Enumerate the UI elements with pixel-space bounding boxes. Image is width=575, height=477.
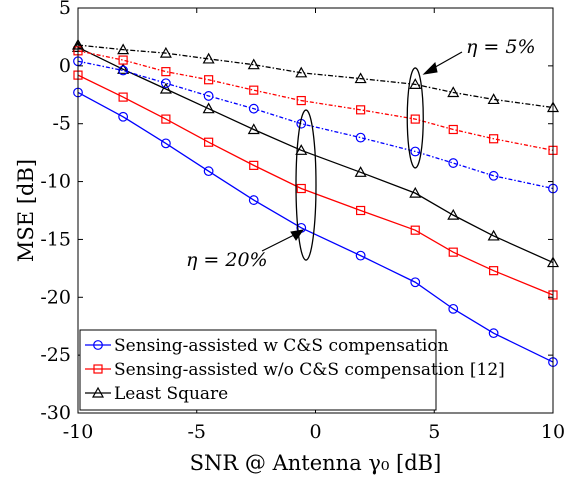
data-point-eta5-3-4 [248,103,259,114]
data-point-eta20-2-7 [409,186,422,198]
x-tick-label: -10 [63,421,94,443]
y-tick-label: -30 [40,402,71,424]
series-line-eta20-2 [77,46,554,264]
x-tick-label: -5 [187,421,206,443]
data-point-eta20-2-6 [354,166,367,177]
y-tick-label: -20 [40,286,71,308]
data-point-eta5-4-1 [118,55,128,65]
data-point-eta20-2-8 [447,208,460,220]
series-line-eta5-4 [77,50,554,151]
arrowhead-eta5 [422,62,438,75]
data-point-eta5-3-7 [410,146,421,157]
axes: -10 -5 0 5 10 5 0 -5 -10 -15 -20 -25 -30 SNR @ Antenn… [14,0,565,475]
data-point-eta20-1-6 [356,205,366,216]
annotations: η = 5% η = 20% [186,36,536,271]
data-point-eta20-1-4 [249,160,259,170]
data-point-eta5-4-9 [489,134,499,144]
data-point-eta20-0-8 [448,303,459,314]
legend-label-2: Least Square [114,384,228,404]
y-tick-label: -25 [40,344,71,366]
data-point-eta20-1-3 [204,137,214,147]
data-point-eta5-5-6 [354,72,367,84]
legend-marker-1 [93,364,103,374]
data-point-eta20-1-9 [489,266,499,276]
y-tick-label: -5 [52,113,71,135]
data-point-eta5-5-8 [447,86,460,98]
data-point-eta20-0-9 [488,328,499,339]
data-point-eta5-4-8 [448,124,458,135]
series-line-eta5-5 [77,44,554,109]
x-tick-label: 5 [428,421,440,443]
data-point-eta20-1-7 [410,225,420,235]
legend-marker-2 [91,386,105,398]
data-point-eta20-2-4 [247,123,260,135]
data-point-eta20-0-2 [160,138,171,149]
data-point-eta5-5-1 [117,43,130,55]
data-point-eta5-5-9 [487,93,500,105]
series-line-eta20-1 [77,74,554,296]
x-tick-label: 0 [309,421,321,443]
data-point-eta5-5-7 [409,78,422,89]
annotation-arrow-eta20 [261,233,297,252]
legend-box [79,329,437,411]
data-point-eta5-5-5 [295,66,308,78]
data-point-eta20-2-3 [202,102,215,114]
data-point-eta5-4-6 [356,105,366,115]
data-point-eta5-5-3 [202,52,215,64]
data-point-eta20-2-9 [487,229,500,241]
y-tick-label: 0 [59,55,71,77]
data-point-eta5-3-8 [448,158,459,168]
data-point-eta5-4-7 [410,114,420,124]
x-axis-label: SNR @ Antenna γ₀ [dB] [190,451,442,475]
data-point-eta20-0-6 [355,250,366,261]
legend-label-1: Sensing-assisted w/o C&S compensation [1… [114,360,505,380]
x-tick-label: 10 [541,421,565,443]
data-point-eta20-1-8 [448,247,458,257]
data-point-eta5-4-2 [161,67,171,77]
group-ellipse-eta20 [295,109,317,261]
legend-marker-0 [93,340,103,350]
y-tick-label: -10 [40,171,71,193]
y-axis-label: MSE [dB] [14,159,38,262]
data-point-eta20-2-5 [295,144,308,155]
data-point-eta20-1-2 [161,114,171,124]
group-ellipse-eta5 [406,67,424,169]
y-tick-label: 5 [59,0,71,19]
legend-label-0: Sensing-assisted w C&S compensation [114,336,449,356]
data-point-eta5-3-3 [203,91,214,101]
data-point-eta5-3-1 [118,65,129,76]
series-line-eta5-3 [77,60,554,190]
arrowhead-eta20 [290,229,305,241]
data-point-eta20-0-1 [118,111,129,122]
data-point-eta20-0-7 [410,277,421,288]
data-point-eta20-1-5 [296,183,306,194]
legend: Sensing-assisted w C&S compensation Sensi… [79,329,505,411]
data-point-eta20-1-1 [118,92,128,102]
annotation-eta20: η = 20% [186,249,268,271]
plot-area [71,38,560,367]
data-point-eta5-5-4 [247,58,260,70]
series-line-eta20-0 [77,91,554,363]
data-point-eta5-4-5 [296,95,306,106]
data-point-eta5-5-2 [159,46,172,58]
data-point-eta5-3-9 [488,170,499,181]
y-tick-label: -15 [40,228,71,250]
data-point-eta5-4-3 [204,75,214,85]
data-point-eta20-2-2 [159,82,172,94]
data-point-eta5-3-2 [160,78,171,89]
data-point-eta20-0-4 [248,195,259,205]
data-point-eta20-2-1 [117,63,130,74]
annotation-eta5: η = 5% [466,36,536,58]
data-point-eta5-3-6 [355,132,366,143]
data-point-eta5-4-4 [249,85,259,95]
data-point-eta20-0-3 [203,166,214,177]
